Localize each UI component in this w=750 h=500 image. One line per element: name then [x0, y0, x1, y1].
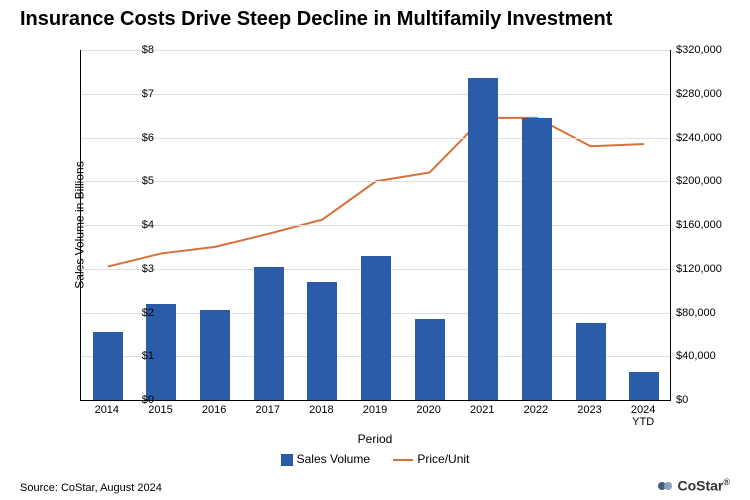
plot-area	[80, 50, 671, 401]
y-right-tick: $200,000	[676, 175, 736, 187]
registered-mark: ®	[723, 477, 730, 487]
y-right-tick: $320,000	[676, 44, 736, 56]
y-right-tick: $160,000	[676, 219, 736, 231]
y-left-tick: $4	[114, 219, 154, 231]
legend-label: Price/Unit	[417, 452, 469, 466]
legend-swatch-line	[393, 459, 413, 461]
legend-swatch-bar	[281, 454, 293, 466]
gridline	[81, 225, 671, 226]
chart-title: Insurance Costs Drive Steep Decline in M…	[20, 8, 612, 31]
y-left-tick: $2	[114, 307, 154, 319]
x-tick: 2023	[577, 404, 601, 416]
gridline	[81, 50, 671, 51]
x-tick: 2021	[470, 404, 494, 416]
brand-text: CoStar	[677, 478, 723, 494]
legend-item-bars: Sales Volume	[281, 452, 370, 466]
legend-label: Sales Volume	[297, 452, 370, 466]
bar	[415, 319, 445, 400]
bar	[307, 282, 337, 400]
y-left-tick: $1	[114, 350, 154, 362]
bar	[629, 372, 659, 400]
y-right-tick: $80,000	[676, 307, 736, 319]
legend: Sales Volume Price/Unit	[0, 452, 750, 466]
legend-item-line: Price/Unit	[393, 452, 469, 466]
x-tick: 2019	[363, 404, 387, 416]
y-right-tick: $0	[676, 394, 736, 406]
bar	[200, 310, 230, 400]
bar	[576, 323, 606, 400]
bar	[361, 256, 391, 400]
y-right-tick: $240,000	[676, 132, 736, 144]
y-right-tick: $40,000	[676, 350, 736, 362]
right-axis-line	[670, 50, 671, 400]
x-tick: 2016	[202, 404, 226, 416]
bar	[468, 78, 498, 400]
x-tick: 2024 YTD	[631, 404, 655, 428]
x-tick: 2020	[416, 404, 440, 416]
y-left-tick: $6	[114, 132, 154, 144]
bar	[522, 118, 552, 400]
source-text: Source: CoStar, August 2024	[20, 482, 162, 494]
y-left-tick: $3	[114, 263, 154, 275]
x-axis-label: Period	[358, 432, 393, 446]
gridline	[81, 138, 671, 139]
price-line	[108, 118, 644, 267]
bar	[93, 332, 123, 400]
x-tick: 2015	[148, 404, 172, 416]
y-right-tick: $280,000	[676, 88, 736, 100]
y-right-tick: $120,000	[676, 263, 736, 275]
x-tick: 2022	[524, 404, 548, 416]
x-tick: 2018	[309, 404, 333, 416]
bar	[254, 267, 284, 400]
costar-icon	[657, 478, 673, 494]
x-tick: 2014	[95, 404, 119, 416]
y-left-tick: $7	[114, 88, 154, 100]
gridline	[81, 181, 671, 182]
x-tick: 2017	[255, 404, 279, 416]
brand-logo: CoStar®	[657, 477, 730, 494]
y-left-tick: $5	[114, 175, 154, 187]
chart-container: Insurance Costs Drive Steep Decline in M…	[0, 0, 750, 500]
y-left-tick: $8	[114, 44, 154, 56]
gridline	[81, 94, 671, 95]
